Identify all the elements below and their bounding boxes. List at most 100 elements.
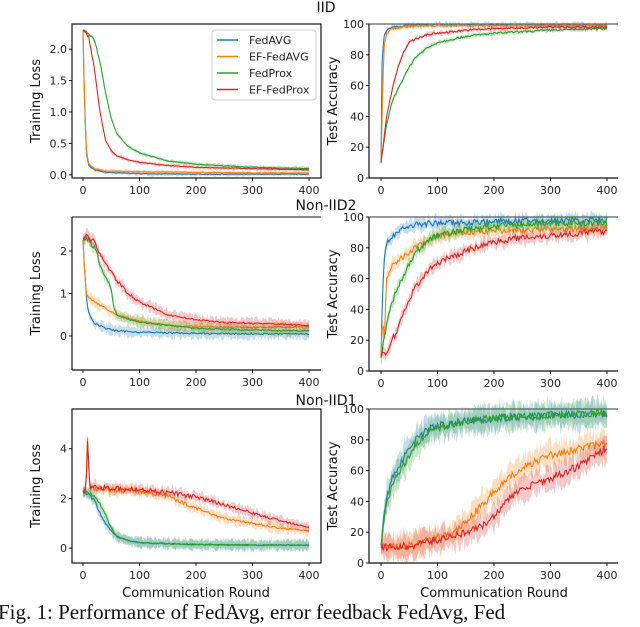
band-ef-fedavg [83, 431, 309, 538]
x-tick-label: 400 [597, 184, 618, 197]
y-tick-label: 80 [350, 49, 364, 62]
y-tick-label: 2.0 [50, 43, 68, 56]
band-ef-fedavg [381, 21, 607, 164]
y-tick-label: 0 [357, 365, 364, 378]
line-fedprox [380, 27, 608, 162]
y-tick-label: 1.0 [50, 106, 68, 119]
legend: FedAVG EF-FedAVG FedProx EF-FedProx [211, 29, 317, 101]
band-ef-fedavg [381, 218, 607, 363]
band-ef-fedprox [381, 432, 607, 565]
line-ef-fedprox [380, 25, 608, 164]
y-tick-label: 100 [343, 211, 364, 224]
band-fedavg [381, 20, 607, 166]
panel-4: 0 100 200 300 400 0 2 4 Training Loss Communicati… [29, 408, 322, 600]
line-fedprox [380, 407, 608, 544]
line-ef-fedavg [380, 224, 608, 356]
line-fedavg [380, 23, 608, 163]
line-fedavg [82, 239, 310, 336]
band-ef-fedprox [381, 222, 607, 362]
x-axis-label: Communication Round [122, 586, 270, 600]
line-ef-fedavg [82, 437, 310, 532]
band-ef-fedavg [83, 237, 309, 336]
y-tick-label: 40 [350, 303, 364, 316]
row-title-noniid1: Non-IID1 [296, 393, 357, 409]
figure: IID Non-IID2 Non-IID1 0 100 200 300 4000.00.… [29, 0, 618, 600]
x-tick-label: 0 [378, 377, 385, 390]
y-axis-label: Test Accuracy [326, 441, 341, 531]
x-tick-label: 300 [242, 376, 263, 389]
x-tick-label: 200 [484, 569, 505, 582]
y-tick-label: 100 [343, 403, 364, 416]
line-fedprox [380, 218, 608, 359]
line-fedprox [82, 487, 310, 547]
line-ef-fedprox [380, 228, 608, 357]
line-ef-fedprox [82, 441, 310, 528]
panel-0: 0 100 200 300 400 0.0 0.5 1.0 1.5 2.0 Training Los… [29, 23, 322, 197]
y-tick-label: 0.0 [50, 169, 68, 182]
x-tick-label: 200 [186, 569, 207, 582]
x-tick-label: 300 [242, 569, 263, 582]
x-tick-label: 100 [129, 376, 150, 389]
band-fedprox [83, 233, 309, 338]
x-tick-label: 0 [80, 184, 87, 197]
panel-2: 0 100 200 300 400 0 1 2 Training Loss [29, 216, 321, 389]
y-tick-label: 20 [350, 334, 364, 347]
y-tick-label: 60 [350, 465, 364, 478]
line-fedavg [82, 31, 309, 176]
band-fedprox [381, 25, 607, 165]
y-tick-label: 80 [350, 242, 364, 255]
x-tick-label: 400 [299, 569, 320, 582]
y-tick-label: 0 [60, 330, 67, 343]
figure-caption: Fig. 1: Performance of FedAvg, error fee… [0, 600, 506, 624]
row-title-iid: IID [316, 0, 335, 16]
y-tick-label: 2 [60, 245, 67, 258]
band-fedprox [381, 393, 607, 561]
line-ef-fedprox [380, 445, 608, 552]
line-fedavg [380, 216, 608, 357]
band-fedprox [381, 212, 607, 366]
row-title-noniid2: Non-IID2 [296, 198, 357, 214]
band-ef-fedavg [381, 426, 607, 564]
y-tick-label: 1 [60, 288, 67, 301]
line-ef-fedprox [82, 233, 310, 327]
x-tick-label: 200 [484, 184, 505, 197]
x-tick-label: 300 [242, 184, 263, 197]
y-tick-label: 20 [350, 141, 364, 154]
x-tick-label: 400 [597, 377, 618, 390]
x-tick-label: 100 [129, 569, 150, 582]
y-tick-label: 20 [350, 526, 364, 539]
line-ef-fedavg [380, 23, 608, 163]
legend-label: EF-FedAVG [249, 51, 309, 64]
y-axis-label: Training Loss [29, 444, 44, 529]
x-tick-label: 200 [186, 376, 207, 389]
x-tick-label: 200 [186, 184, 207, 197]
y-tick-label: 60 [350, 273, 364, 286]
legend-label: FedProx [249, 67, 293, 80]
x-tick-label: 0 [80, 376, 87, 389]
x-tick-label: 300 [540, 184, 561, 197]
y-tick-label: 40 [350, 495, 364, 508]
x-tick-label: 300 [540, 377, 561, 390]
y-tick-label: 0 [357, 172, 364, 185]
legend-label: EF-FedProx [249, 84, 310, 97]
y-axis-label: Training Loss [29, 59, 44, 144]
y-tick-label: 4 [60, 443, 67, 456]
line-ef-fedprox [82, 29, 310, 171]
legend-label: FedAVG [249, 34, 291, 47]
band-ef-fedprox [83, 435, 309, 533]
y-axis-label: Training Loss [29, 251, 44, 336]
y-tick-label: 80 [350, 434, 364, 447]
x-axis-label: Communication Round [420, 586, 568, 600]
panel-3: 0 100 200 300 400 0 20 40 60 80 100 Test Accuracy [326, 209, 618, 390]
x-tick-label: 0 [378, 184, 385, 197]
y-tick-label: 60 [350, 80, 364, 93]
x-tick-label: 0 [378, 569, 385, 582]
x-tick-label: 400 [597, 569, 618, 582]
y-tick-label: 2 [60, 492, 67, 505]
x-tick-label: 300 [540, 569, 561, 582]
line-ef-fedavg [82, 29, 310, 174]
y-axis-label: Test Accuracy [326, 56, 341, 146]
x-tick-label: 100 [427, 569, 448, 582]
band-ef-fedprox [381, 23, 607, 166]
y-axis-label: Test Accuracy [326, 249, 341, 339]
